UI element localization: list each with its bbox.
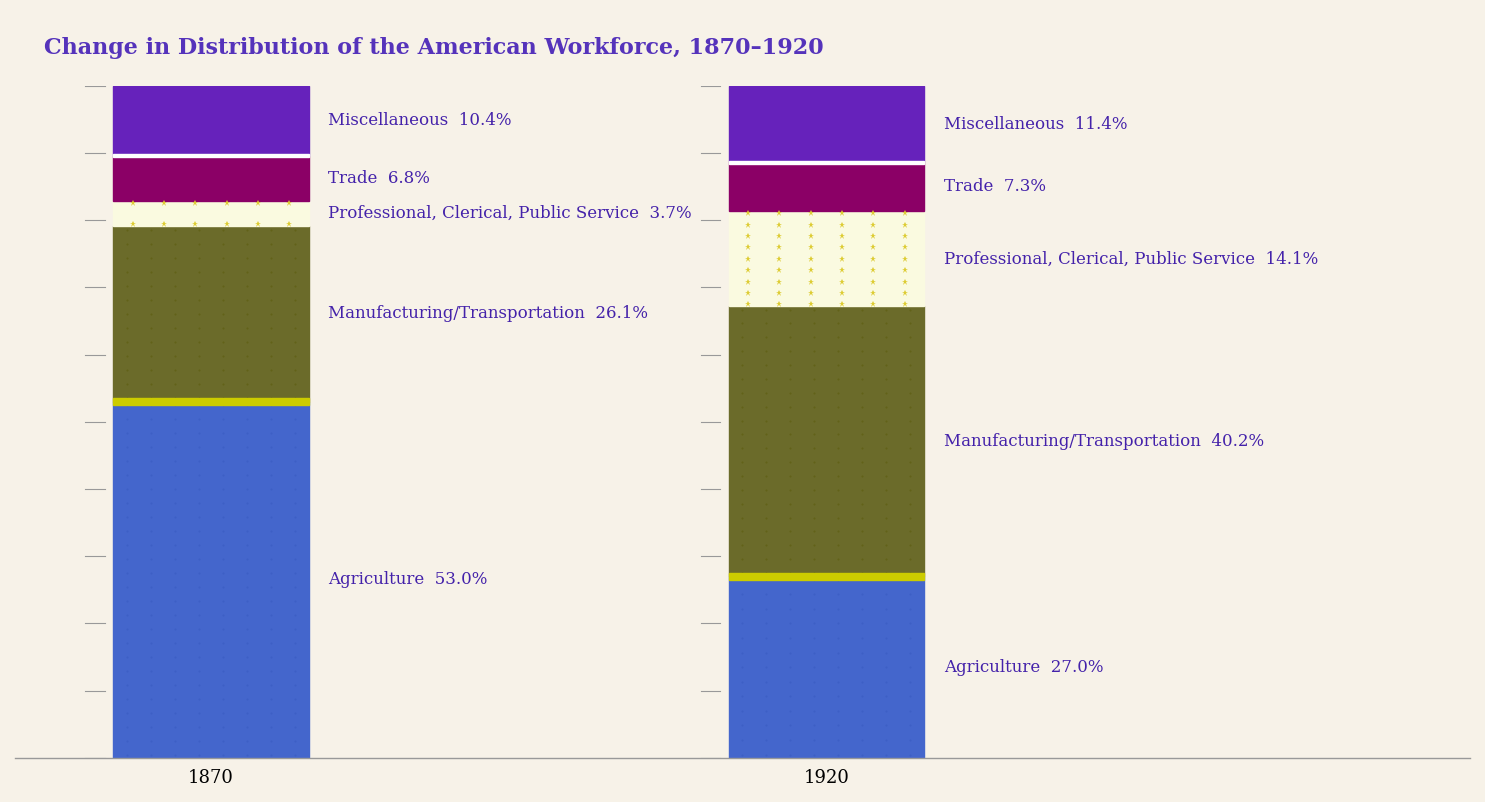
Text: Manufacturing/Transportation  26.1%: Manufacturing/Transportation 26.1% bbox=[328, 306, 649, 322]
Bar bbox=[729, 162, 924, 212]
Bar bbox=[729, 160, 924, 164]
Text: Change in Distribution of the American Workforce, 1870–1920: Change in Distribution of the American W… bbox=[45, 37, 824, 59]
Text: Miscellaneous  10.4%: Miscellaneous 10.4% bbox=[328, 112, 512, 129]
Text: Manufacturing/Transportation  40.2%: Manufacturing/Transportation 40.2% bbox=[944, 433, 1264, 450]
Text: Agriculture  27.0%: Agriculture 27.0% bbox=[944, 658, 1103, 675]
Text: Trade  6.8%: Trade 6.8% bbox=[328, 170, 431, 187]
Bar bbox=[729, 86, 924, 162]
Text: Miscellaneous  11.4%: Miscellaneous 11.4% bbox=[944, 115, 1127, 132]
Bar bbox=[729, 577, 924, 758]
Bar bbox=[113, 226, 309, 402]
Text: Professional, Clerical, Public Service  14.1%: Professional, Clerical, Public Service 1… bbox=[944, 250, 1319, 267]
Bar bbox=[113, 156, 309, 201]
Bar bbox=[113, 201, 309, 226]
Bar bbox=[113, 154, 309, 157]
Bar bbox=[113, 402, 309, 758]
Text: Trade  7.3%: Trade 7.3% bbox=[944, 178, 1045, 196]
Text: Professional, Clerical, Public Service  3.7%: Professional, Clerical, Public Service 3… bbox=[328, 205, 692, 222]
Text: Agriculture  53.0%: Agriculture 53.0% bbox=[328, 571, 487, 589]
Bar bbox=[113, 86, 309, 156]
Bar bbox=[729, 212, 924, 306]
Bar bbox=[729, 573, 924, 580]
Bar bbox=[113, 399, 309, 405]
Bar bbox=[729, 306, 924, 577]
